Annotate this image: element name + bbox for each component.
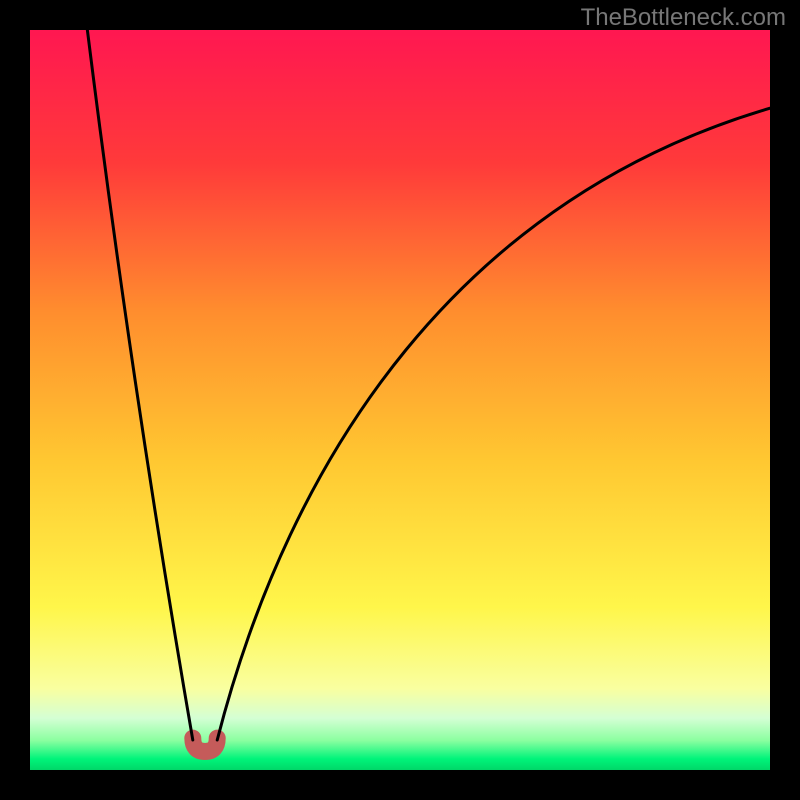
plot-background <box>30 30 770 770</box>
bottleneck-chart <box>0 0 800 800</box>
chart-svg <box>0 0 800 800</box>
watermark-text: TheBottleneck.com <box>581 4 786 32</box>
chart-root: TheBottleneck.com <box>0 0 800 800</box>
